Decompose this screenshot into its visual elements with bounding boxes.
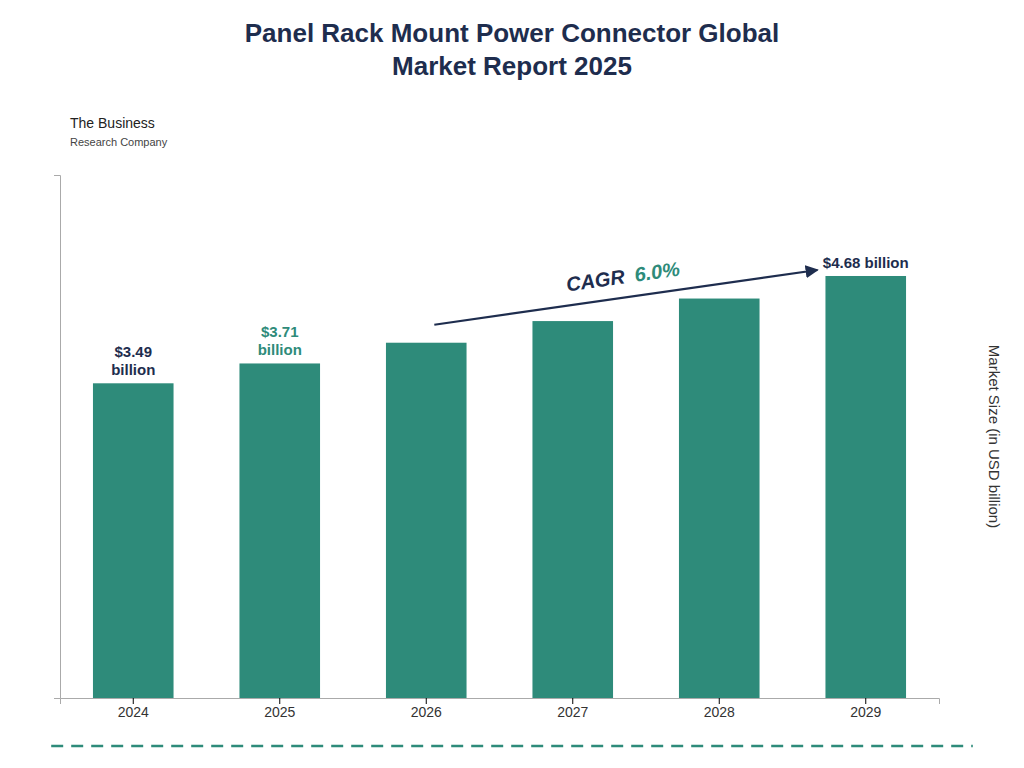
data-label: $3.71billion <box>258 323 302 358</box>
data-label: $3.49billion <box>111 343 155 378</box>
data-label: $4.68 billion <box>823 254 909 271</box>
bar <box>239 363 320 698</box>
bars <box>93 276 906 698</box>
plot: 2024 2025 2026 2027 2028 2029 $3.49billion $3.7… <box>54 176 940 720</box>
y-axis-line <box>54 176 61 699</box>
cagr-label: CAGR6.0% <box>565 258 682 296</box>
y-label: Market Size (in USD billion) <box>986 345 1003 528</box>
tick-label: 2028 <box>704 704 735 720</box>
bar <box>825 276 906 698</box>
bar <box>93 383 174 698</box>
cagr-arrow <box>434 270 817 325</box>
x-axis-line <box>61 699 940 705</box>
cagr-text: CAGR <box>565 265 627 295</box>
tick-label: 2027 <box>557 704 588 720</box>
bar <box>679 299 760 698</box>
tick-label: 2029 <box>850 704 881 720</box>
logo-text: The Business <box>70 115 155 131</box>
tick: 2028 <box>704 698 735 720</box>
y-axis <box>54 176 61 699</box>
x-axis: 2024 2025 2026 2027 2028 2029 <box>61 698 940 720</box>
tick: 2029 <box>850 698 881 720</box>
tick: 2027 <box>557 698 588 720</box>
bar <box>532 321 613 698</box>
tick: 2026 <box>411 698 442 720</box>
tick-label: 2026 <box>411 704 442 720</box>
cagr-value: 6.0% <box>633 258 681 286</box>
logo-text: Research Company <box>70 136 168 148</box>
tick-label: 2025 <box>264 704 295 720</box>
tick-label: 2024 <box>118 704 149 720</box>
decorative-line <box>51 745 973 748</box>
tick: 2025 <box>264 698 295 720</box>
title: Panel Rack Mount Power Connector GlobalM… <box>245 18 780 81</box>
bar <box>386 343 467 698</box>
data-labels: $3.49billion $3.71billion $4.68 billion <box>111 254 909 378</box>
tick: 2024 <box>118 698 149 720</box>
chart: Panel Rack Mount Power Connector GlobalM… <box>0 0 1024 768</box>
